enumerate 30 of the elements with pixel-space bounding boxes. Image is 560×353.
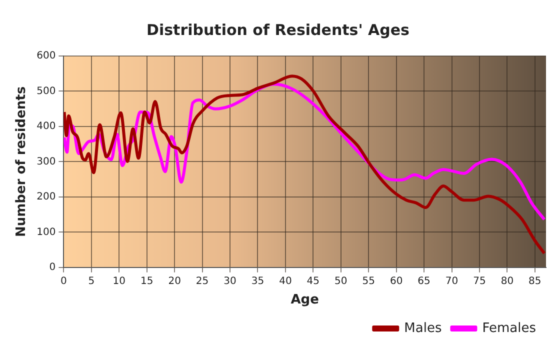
y-tick-label: 500: [36, 86, 56, 97]
chart-title: Distribution of Residents' Ages: [146, 20, 410, 39]
x-tick-label: 75: [473, 276, 486, 287]
x-tick-label: 40: [279, 276, 292, 287]
x-tick-label: 10: [112, 276, 126, 287]
x-tick-label: 20: [168, 276, 181, 287]
x-tick-label: 25: [196, 276, 209, 287]
x-tick-label: 80: [500, 276, 514, 287]
y-tick-label: 200: [36, 192, 56, 203]
x-tick-label: 85: [528, 276, 542, 287]
x-tick-label: 55: [362, 276, 375, 287]
x-tick-label: 30: [224, 276, 236, 287]
y-tick-label: 600: [36, 50, 56, 62]
y-tick-label: 400: [36, 121, 56, 132]
y-tick-label: 100: [36, 226, 56, 238]
x-tick-label: 50: [334, 276, 348, 287]
x-tick-label: 70: [445, 276, 458, 287]
x-tick-label: 65: [418, 276, 430, 287]
x-tick-label: 0: [60, 276, 67, 287]
x-tick-label: 15: [140, 276, 154, 287]
x-axis-title: Age: [290, 292, 320, 308]
y-tick-label: 300: [36, 156, 56, 168]
legend-label: Males: [404, 320, 442, 336]
x-tick-label: 35: [251, 276, 264, 287]
y-tick-label: 0: [49, 262, 56, 273]
x-tick-label: 45: [306, 276, 320, 287]
legend-label: Females: [482, 320, 536, 336]
y-axis-title: Number of residents: [14, 86, 30, 238]
x-tick-label: 5: [88, 276, 95, 287]
x-tick-label: 60: [390, 276, 403, 287]
